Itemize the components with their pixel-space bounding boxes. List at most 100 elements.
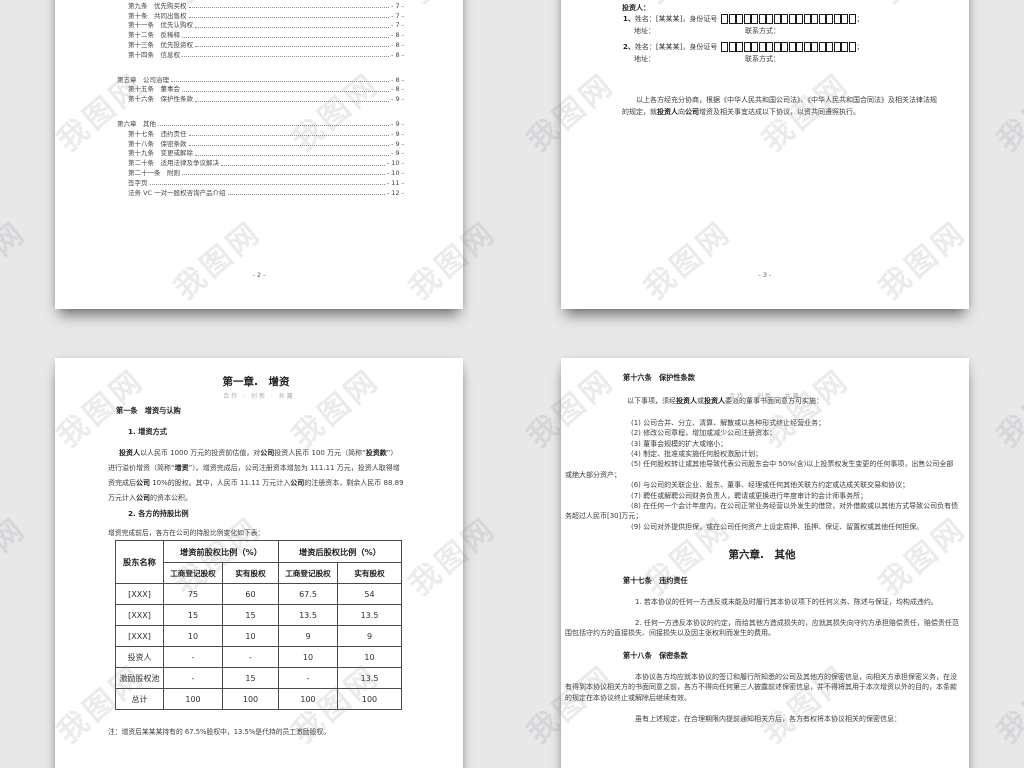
paragraph-segment: 投资人民币 100 万元（简称“ — [274, 449, 366, 457]
id-number-box — [796, 41, 804, 52]
value-cell: 13.5 — [278, 604, 338, 626]
table-row: 投资人 - - 10 10 — [115, 646, 402, 668]
toc-item-label: 第六章 其他 — [117, 119, 156, 128]
id-number-box — [773, 41, 781, 52]
watermark: 我图网 — [990, 66, 1024, 159]
investor-address-row: 地址： 联系方式： — [622, 54, 942, 67]
toc-page-number: - 8 - — [391, 85, 404, 94]
watermark: 我图网 — [0, 0, 34, 12]
id-number-box — [818, 41, 826, 52]
toc-item: 第十三条 优先投资权 - 8 - — [117, 39, 404, 49]
article18-heading: 第十八条 保密条款 — [623, 651, 688, 661]
table-footnote: 注：增资后某某某持有的 67.5%股权中，13.5%是代持的员工激励股权。 — [108, 728, 331, 736]
page-number-footer: - 3 - — [758, 271, 772, 279]
id-number-box — [811, 41, 819, 52]
toc-page-number: - 10 - — [386, 168, 404, 177]
toc-page-number: - 8 - — [391, 75, 404, 84]
toc-page-number: - 7 - — [391, 1, 404, 10]
shareholder-name-cell: 投资人 — [115, 646, 164, 668]
watermark: 我图网 — [0, 510, 34, 603]
boxes-suffix: ； — [856, 14, 864, 23]
value-cell: 15 — [222, 604, 279, 626]
toc-dotted-leader — [188, 17, 390, 19]
value-cell: 9 — [278, 625, 338, 647]
toc-dotted-leader — [188, 145, 390, 147]
toc-item: 签字页 - 11 - — [117, 177, 404, 187]
id-number-box — [811, 13, 819, 24]
id-number-box — [728, 13, 736, 24]
id-number-box — [818, 13, 826, 24]
toc-item-label: 法务 VC 一对一股权咨询产品介绍 — [128, 188, 226, 197]
investor-entry: 2、 姓名：[某某某]，身份证号 ； 地址： 联系方式： — [622, 39, 942, 67]
toc-item: 第六章 其他 - 9 - — [117, 118, 404, 128]
table-row: 激励股权池 - 15 - 13.5 — [115, 667, 402, 689]
id-number-box — [826, 41, 834, 52]
toc-page-number: - 8 - — [391, 31, 404, 40]
value-cell: 9 — [337, 625, 402, 647]
toc-item-label: 第十一条 优先认购权 — [128, 21, 193, 30]
toc-item-label: 第二十条 适用法律及争议解决 — [128, 159, 219, 168]
toc-dotted-leader — [195, 46, 390, 48]
toc-item: 第十五条 董事会 - 8 - — [117, 84, 404, 94]
id-number-box — [781, 41, 789, 52]
paragraph-segment: ”）。增资完成后，公司注册资本增加为 111.11 万元，投资人取得增资完成后 — [108, 464, 400, 487]
boxes-suffix: ； — [856, 42, 864, 51]
toc-item: 第二十条 适用法律及争议解决 - 10 - — [117, 157, 404, 167]
subcol-registered: 工商登记股权 — [278, 562, 338, 584]
toc-item: 第二十一条 附则 - 10 - — [117, 167, 404, 177]
investor-name-label: 姓名：[某某某]，身份证号 — [634, 14, 718, 23]
id-number-box — [796, 13, 804, 24]
id-number-box — [848, 41, 856, 52]
table-row: [XXX] 75 60 67.5 54 — [115, 583, 402, 605]
table-intro-text: 增资完成前后，各方在公司的持股比例变化如下表： — [108, 529, 265, 537]
toc-dotted-leader — [221, 164, 385, 166]
agreement-paragraph: 以上各方经充分协商，根据《中华人民共和国公司法》、《中华人民共和国合同法》及相关… — [622, 94, 942, 118]
toc-item-label: 第十条 共同出售权 — [128, 11, 187, 20]
value-cell: - — [163, 646, 223, 668]
id-number-box — [833, 41, 841, 52]
toc-item: 第十四条 信息权 - 8 - — [117, 49, 404, 59]
id-number-boxes — [721, 41, 856, 52]
clause-item: (5) 任何股权转让或其他导致代表公司股东会中 50%(含)以上投票权发生变更的… — [565, 460, 954, 479]
paragraph-segment: 公司 — [290, 479, 305, 487]
col-group-before: 增资前股权比例（%） — [163, 540, 279, 563]
paragraph-segment: 投资人 — [119, 449, 140, 457]
id-number-box — [728, 41, 736, 52]
toc-dotted-leader — [182, 90, 390, 92]
toc-page-number: - 11 - — [386, 178, 404, 187]
paragraph-segment: 投资款 — [365, 449, 387, 457]
address-label: 地址： — [634, 27, 655, 35]
toc-page-number: - 9 - — [391, 139, 404, 148]
paragraph-segment: 的资本公积。 — [150, 494, 192, 502]
table-row: [XXX] 15 15 13.5 13.5 — [115, 604, 402, 626]
id-number-box — [751, 13, 759, 24]
shareholder-name-cell: [XXX] — [115, 625, 164, 647]
paragraph-segment: 投资人 — [657, 108, 678, 116]
document-header-slogan: 合作 · 创新 · 共赢 — [223, 393, 295, 400]
toc-item: 第九条 优先购买权 - 7 - — [117, 0, 404, 10]
toc-page-number: - 9 - — [391, 149, 404, 158]
item2-heading: 2. 各方的持股比例 — [128, 509, 189, 518]
id-number-box — [743, 41, 751, 52]
value-cell: 100 — [337, 688, 402, 710]
paragraph-segment: 以上各方经充分协商，根据《中华人民共和国公司法》、《中华人民共和国合同法》及相关… — [622, 96, 937, 116]
toc-dotted-leader — [182, 56, 390, 58]
value-cell: 10 — [278, 646, 338, 668]
id-number-box — [841, 41, 849, 52]
table-of-contents: 第九条 优先购买权 - 7 - 第十条 共同出售权 - 7 - 第十一条 优先认… — [117, 0, 404, 197]
id-number-box — [826, 13, 834, 24]
chapter-title: 第六章. 其他 — [728, 549, 796, 562]
investor-name-row: 1、 姓名：[某某某]，身份证号 ； — [622, 11, 942, 26]
toc-item: 第五章 公司治理 - 8 - — [117, 74, 404, 84]
value-cell: 15 — [222, 667, 279, 689]
toc-dotted-leader — [195, 26, 390, 28]
value-cell: 67.5 — [278, 583, 338, 605]
value-cell: - — [278, 667, 338, 689]
paragraph-segment: 以下事项，须经 — [627, 397, 676, 406]
id-number-box — [766, 41, 774, 52]
clauses-list: (1) 公司合并、分立、清算、解散或以各种形式终止经营业务； (2) 修改公司章程… — [565, 418, 959, 532]
clause-item: (1) 公司合并、分立、清算、解散或以各种形式终止经营业务； — [631, 418, 826, 427]
toc-page-number: - 8 - — [391, 50, 404, 59]
value-cell: 13.5 — [337, 604, 402, 626]
toc-item-label: 第十四条 信息权 — [128, 50, 180, 59]
